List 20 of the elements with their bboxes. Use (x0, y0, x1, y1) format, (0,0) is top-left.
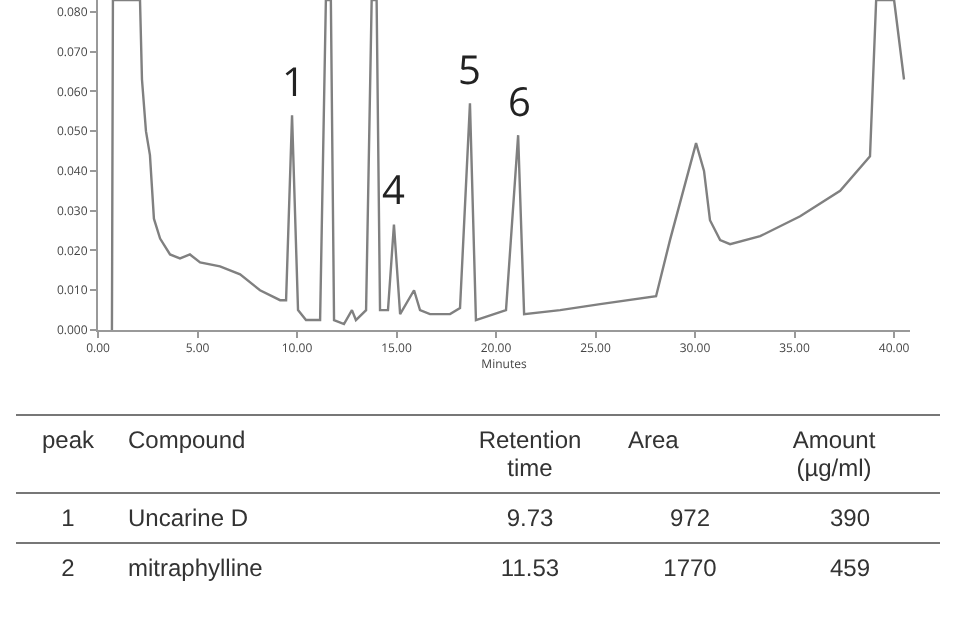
text: 2 (16, 543, 120, 592)
text: mitraphylline (120, 543, 440, 592)
text: 390 (760, 493, 940, 543)
text: 972 (620, 493, 760, 543)
text: 1 (16, 493, 120, 543)
text: 9.73 (440, 493, 620, 543)
annotation: 4 (382, 162, 406, 216)
text: Uncarine D (120, 493, 440, 543)
text: Retention time (476, 426, 584, 482)
text: Area (628, 426, 679, 454)
annotation: 6 (508, 74, 531, 128)
line-series (110, 0, 906, 330)
annotation: 1 (282, 54, 305, 108)
text: Amount (µg/ml) (790, 426, 878, 482)
text: 459 (760, 543, 940, 592)
text: 1770 (620, 543, 760, 592)
text: 11.53 (440, 543, 620, 592)
annotation: 5 (458, 42, 481, 96)
text: peak (16, 415, 120, 493)
text: Compound (120, 415, 440, 493)
